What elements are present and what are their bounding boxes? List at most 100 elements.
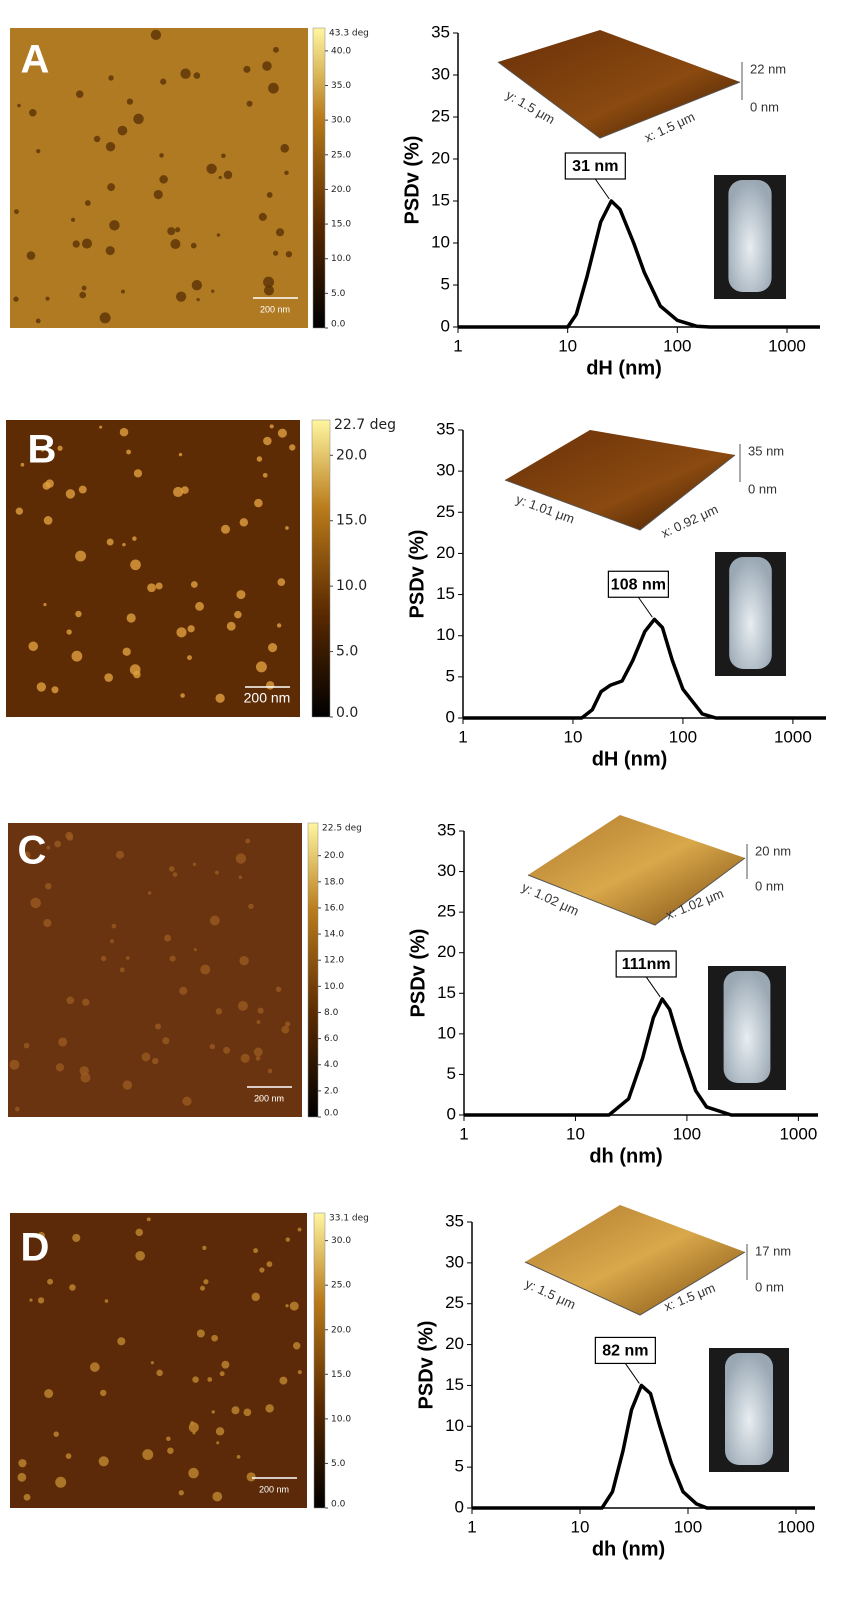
afm-particle (192, 1431, 195, 1434)
afm-particle (57, 446, 62, 451)
afm-particle (120, 428, 129, 437)
afm-particle (210, 916, 220, 926)
y-tick-label: 25 (437, 902, 456, 921)
afm-particle (253, 1248, 258, 1253)
afm-particle (170, 239, 180, 249)
afm-particle (285, 1304, 288, 1307)
colorbar-tick-label: 0.0 (324, 1109, 339, 1119)
afm-particle (191, 581, 198, 588)
afm-particle (54, 841, 61, 848)
afm-particle (99, 1456, 109, 1466)
x-tick-label: 10 (564, 727, 583, 746)
afm-particle (75, 551, 86, 562)
afm-particle (263, 473, 268, 478)
y-tick-label: 20 (436, 543, 455, 562)
afm-particle (224, 171, 233, 180)
afm-particle (268, 1069, 273, 1074)
afm-particle (118, 126, 128, 136)
afm-particle (94, 136, 100, 142)
afm-particle (221, 153, 226, 158)
y-tick-label: 0 (447, 1104, 456, 1123)
afm-particle (154, 190, 163, 199)
afm-particle (215, 694, 224, 703)
afm-particle (44, 1389, 53, 1398)
afm-particle (17, 1473, 26, 1482)
y-tick-label: 30 (445, 1252, 464, 1271)
afm-particle (203, 1279, 208, 1284)
afm-particle (79, 292, 86, 299)
afm-particle (245, 839, 250, 844)
y-axis-title: PSDv (%) (406, 530, 428, 619)
x-tick-label: 1 (458, 727, 467, 746)
afm-particle (106, 142, 115, 151)
afm-particle (197, 1329, 205, 1337)
afm-particle (219, 176, 222, 179)
scale-bar-label: 200 nm (254, 1093, 284, 1103)
afm-particle (112, 924, 117, 929)
afm-particle (192, 280, 202, 290)
x-tick-label: 100 (674, 1517, 702, 1536)
afm-particle (151, 1361, 154, 1364)
afm-particle (277, 623, 281, 627)
x-tick-label: 1 (453, 336, 462, 355)
x-tick-label: 10 (558, 336, 577, 355)
afm-particle (82, 239, 92, 249)
afm-particle (293, 1342, 300, 1349)
y-tick-label: 10 (431, 232, 450, 251)
afm-particle (43, 603, 46, 606)
x-tick-label: 1000 (779, 1124, 817, 1143)
colorbar-tick-label: 5.0 (331, 1459, 346, 1469)
afm-particle (276, 987, 282, 993)
afm-particle (127, 98, 133, 104)
annotation-arrow (646, 977, 660, 997)
afm-particle (159, 153, 164, 158)
afm-particle (179, 453, 182, 456)
afm-particle (284, 171, 288, 175)
afm-particle (123, 648, 131, 656)
colorbar (314, 1213, 325, 1508)
afm-particle (259, 1267, 264, 1272)
panel-letter: C (18, 829, 47, 873)
afm-particle (206, 164, 216, 174)
y-tick-label: 35 (431, 22, 450, 41)
afm-particle (147, 583, 156, 592)
afm-particle (162, 1037, 169, 1044)
afm-particle (135, 1229, 143, 1237)
afm-particle (179, 1490, 184, 1495)
colorbar-tick-label: 15.0 (331, 220, 351, 230)
z-bottom-label: 0 nm (748, 481, 777, 496)
afm-particle (289, 444, 295, 450)
y-tick-label: 5 (455, 1457, 464, 1476)
afm-particle (187, 655, 192, 660)
x-tick-label: 1000 (774, 727, 812, 746)
colorbar-tick-label: 35.0 (331, 81, 351, 91)
z-bottom-label: 0 nm (750, 99, 779, 114)
afm-particle (256, 1056, 261, 1061)
annotation-label: 111nm (622, 956, 671, 973)
afm-particle (223, 1047, 230, 1054)
afm-particle (47, 846, 51, 850)
afm-particle (100, 312, 111, 323)
afm-particle (195, 602, 204, 611)
colorbar-tick-label: 20.0 (336, 447, 367, 463)
afm-particle (216, 1008, 222, 1014)
afm-particle (126, 956, 130, 960)
afm-particle (176, 627, 186, 637)
vial (724, 971, 771, 1083)
afm-particle (241, 1054, 250, 1063)
afm-particle (45, 883, 51, 889)
afm-particle (105, 1299, 109, 1303)
afm-particle (202, 1246, 206, 1250)
afm-particle (197, 298, 200, 301)
afm-particle (73, 240, 80, 247)
y-tick-label: 15 (436, 584, 455, 603)
figure: A200 nm43.3 deg40.035.030.025.020.015.01… (0, 0, 846, 1609)
afm-particle (259, 213, 267, 221)
afm-particle (221, 1361, 229, 1369)
x-axis-title: dH (nm) (586, 357, 662, 379)
annotation-label: 82 nm (602, 1343, 648, 1360)
afm-particle (127, 613, 136, 622)
afm-particle (29, 1298, 32, 1301)
afm-particle (46, 297, 50, 301)
afm-particle (263, 437, 272, 446)
